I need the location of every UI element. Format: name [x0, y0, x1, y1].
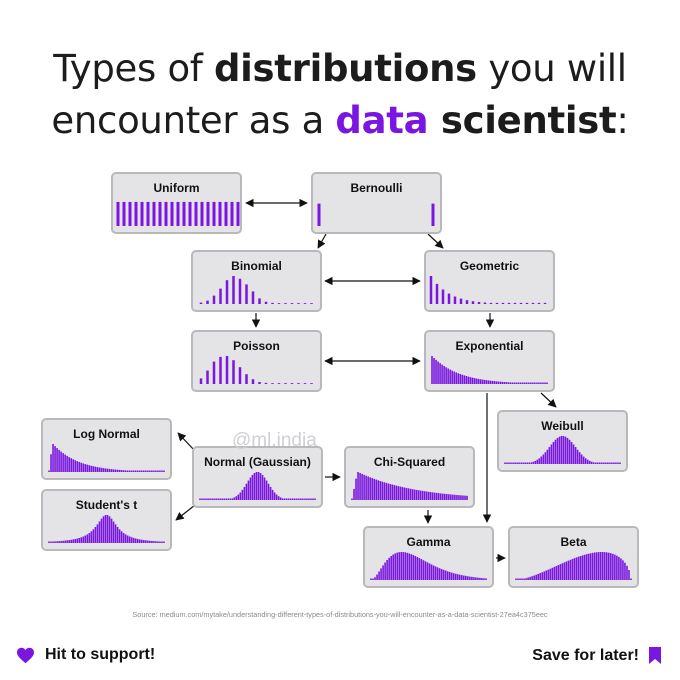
distribution-plot — [48, 515, 165, 543]
distribution-plot — [317, 203, 435, 226]
node-label: Beta — [560, 535, 587, 549]
distribution-plot — [370, 552, 487, 580]
node-label: Uniform — [153, 181, 200, 195]
node-label: Exponential — [455, 339, 524, 353]
support-text: Hit to support! — [45, 646, 156, 663]
edge-normal-studentst — [175, 504, 196, 521]
node-label: Binomial — [231, 259, 282, 273]
node-label: Poisson — [233, 339, 280, 353]
node-beta: Beta — [508, 526, 639, 588]
distribution-plot — [199, 472, 316, 500]
node-gamma: Gamma — [363, 526, 494, 588]
distribution-plot — [504, 436, 621, 464]
support-callout[interactable]: Hit to support! — [16, 646, 155, 664]
node-label: Geometric — [459, 259, 520, 273]
title-text: Types of — [53, 47, 214, 90]
edge-bernoulli-binomial — [317, 233, 327, 249]
node-weibull: Weibull — [497, 410, 628, 472]
watermark: @ml.india — [232, 430, 317, 451]
node-label: Normal (Gaussian) — [204, 455, 311, 469]
node-chisquared: Chi-Squared — [344, 446, 475, 508]
title-bold-text: scientist — [428, 99, 617, 142]
page-title-line-1: Types of distributions you will — [0, 46, 680, 92]
save-callout[interactable]: Save for later! — [532, 646, 662, 665]
edge-bernoulli-geometric — [427, 233, 444, 249]
node-normal: Normal (Gaussian) — [192, 446, 323, 508]
node-label: Bernoulli — [350, 181, 403, 195]
distribution-plot — [351, 472, 468, 500]
node-geometric: Geometric — [424, 250, 555, 312]
node-studentst: Student's t — [41, 489, 172, 551]
page-title-line-2: encounter as a data scientist: — [0, 98, 680, 144]
node-label: Gamma — [406, 535, 451, 549]
title-text: : — [616, 99, 629, 142]
node-label: Chi-Squared — [373, 455, 446, 469]
edge-exponential-weibull — [540, 392, 557, 408]
title-text: encounter as a — [51, 99, 336, 142]
save-text: Save for later! — [532, 646, 639, 664]
distribution-plot — [429, 276, 547, 304]
source-citation: Source: medium.com/mytake/understanding-… — [132, 610, 548, 619]
title-bold-text: distributions — [213, 47, 477, 90]
heart-icon — [17, 647, 34, 663]
node-uniform: Uniform — [111, 172, 242, 234]
title-accent-text: data — [335, 99, 429, 142]
node-bernoulli: Bernoulli — [311, 172, 442, 234]
node-exponential: Exponential — [424, 330, 555, 392]
node-label: Weibull — [541, 419, 584, 433]
distribution-plot — [48, 444, 165, 472]
node-label: Log Normal — [73, 427, 140, 441]
title-text: you will — [476, 47, 627, 90]
distribution-plot — [431, 356, 548, 384]
bookmark-icon — [649, 647, 661, 664]
node-poisson: Poisson — [191, 330, 322, 392]
distribution-plot — [199, 276, 313, 304]
distribution-plot — [116, 201, 240, 226]
distribution-plot — [515, 552, 632, 580]
node-lognormal: Log Normal — [41, 418, 172, 480]
node-binomial: Binomial — [191, 250, 322, 312]
node-label: Student's t — [75, 498, 138, 512]
distribution-plot — [199, 356, 313, 384]
